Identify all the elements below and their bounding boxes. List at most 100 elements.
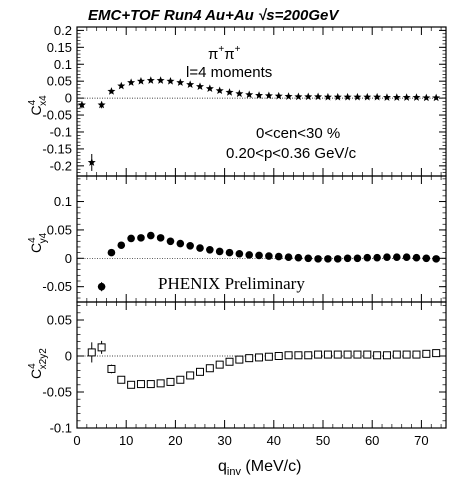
y-tick-label: 0.05: [47, 74, 72, 89]
y-tick-label: 0.05: [47, 313, 72, 328]
data-point-star: [205, 84, 214, 93]
data-point-circle: [137, 234, 145, 242]
y-tick-label: -0.05: [42, 385, 72, 400]
data-point-circle: [284, 253, 293, 261]
panel-frame: [76, 301, 447, 429]
data-point-star: [245, 90, 254, 99]
data-point-square: [392, 350, 401, 359]
data-point-star: [284, 92, 293, 100]
y-axis-label-main: C: [28, 105, 44, 115]
x-axis-label: qinv (MeV/c): [218, 458, 301, 478]
x-axis-label-unit: (MeV/c): [241, 458, 301, 475]
data-point-star: [156, 76, 165, 84]
pion-charge-1: +: [218, 44, 224, 55]
data-point-circle: [363, 253, 372, 262]
data-point-star: [127, 78, 136, 86]
y-tick-label: -0.1: [50, 124, 72, 139]
data-point-star: [373, 92, 382, 101]
data-point-square: [117, 375, 126, 384]
panel-cx4: 0.2 0.15 0.1 0.05 0 -0.05-0.1 -0.15 -0.2 C4x4: [27, 23, 447, 177]
y-axis-label-sup: 4: [27, 363, 38, 369]
data-point-square: [136, 380, 145, 389]
data-point-square: [432, 349, 441, 358]
data-point-square: [422, 349, 431, 358]
y-tick-label: -0.15: [42, 141, 72, 156]
y-tick-label: 0: [65, 91, 72, 106]
data-point-star: [235, 89, 244, 98]
centrality-label: 0<cen<30 %: [256, 125, 340, 142]
y-tick-label: 0.15: [47, 40, 72, 55]
data-point-square: [196, 367, 204, 376]
data-point-star: [392, 93, 401, 101]
data-point-square: [402, 350, 411, 359]
data-point-square: [284, 351, 293, 360]
data-point-star: [382, 93, 391, 101]
y-tick-label: 0.2: [54, 23, 72, 38]
pion-symbol-2: π: [224, 46, 234, 63]
data-point-star: [333, 92, 342, 101]
pion-label: π+π+: [208, 44, 241, 63]
data-point-circle: [196, 244, 204, 252]
data-point-star: [136, 76, 145, 85]
data-point-square: [343, 350, 352, 359]
y-axis-label-sub: y4: [38, 232, 49, 243]
data-point-square: [304, 351, 313, 360]
data-point-circle: [265, 252, 273, 260]
data-point-circle: [97, 282, 106, 291]
data-point-square: [215, 360, 224, 369]
y-tick-label: 0.1: [54, 57, 72, 72]
data-point-square: [225, 357, 234, 366]
data-point-star: [363, 92, 372, 101]
data-point-star: [274, 91, 283, 100]
data-point-square: [107, 364, 116, 373]
y-axis-label-main: C: [28, 243, 44, 253]
x-tick-label: 50: [316, 433, 330, 448]
data-point-circle: [215, 247, 224, 256]
data-point-star: [314, 92, 323, 101]
data-point-square: [146, 380, 155, 389]
data-point-star: [77, 100, 86, 109]
y-axis-label: C4x2y2: [27, 348, 49, 379]
y-axis-label-sub: x2y2: [38, 348, 49, 370]
data-point-star: [117, 81, 126, 90]
data-point-circle: [156, 234, 165, 242]
y-tick-label: 0: [65, 349, 72, 364]
data-point-circle: [314, 255, 322, 263]
data-point-circle: [206, 245, 214, 254]
pion-charge-2: +: [235, 44, 241, 55]
data-point-square: [412, 350, 421, 359]
data-point-circle: [294, 253, 303, 262]
y-axis-label-main: C: [28, 369, 44, 379]
data-point-circle: [235, 249, 244, 258]
data-point-star: [402, 93, 411, 101]
y-axis-label-sup: 4: [27, 237, 38, 243]
data-point-square: [373, 351, 382, 360]
data-point-square: [353, 350, 362, 359]
data-point-circle: [402, 253, 411, 261]
data-point-circle: [412, 253, 421, 262]
data-point-circle: [147, 231, 155, 240]
data-point-square: [323, 350, 332, 359]
x-axis-label-sub: inv: [227, 466, 242, 478]
data-point-star: [107, 87, 116, 95]
data-point-circle: [166, 237, 175, 246]
data-point-circle: [353, 254, 362, 263]
x-tick-label: 40: [267, 433, 281, 448]
data-point-circle: [422, 254, 431, 263]
data-point-square: [127, 380, 136, 389]
data-point-star: [87, 158, 96, 166]
data-point-circle: [393, 253, 401, 261]
data-point-circle: [127, 234, 135, 243]
data-point-circle: [274, 252, 283, 261]
y-tick-label: -0.05: [42, 108, 72, 123]
data-point-square: [294, 351, 303, 360]
data-point-circle: [255, 251, 263, 260]
data-point-square: [255, 353, 264, 362]
y-axis-label-sup: 4: [27, 99, 38, 105]
momentum-label: 0.20<p<0.36 GeV/c: [226, 145, 357, 162]
data-point-star: [97, 100, 106, 109]
chart-title: EMC+TOF Run4 Au+Au √s=200GeV: [88, 7, 340, 24]
data-point-star: [166, 76, 175, 85]
y-axis-label: C4y4: [27, 232, 49, 253]
